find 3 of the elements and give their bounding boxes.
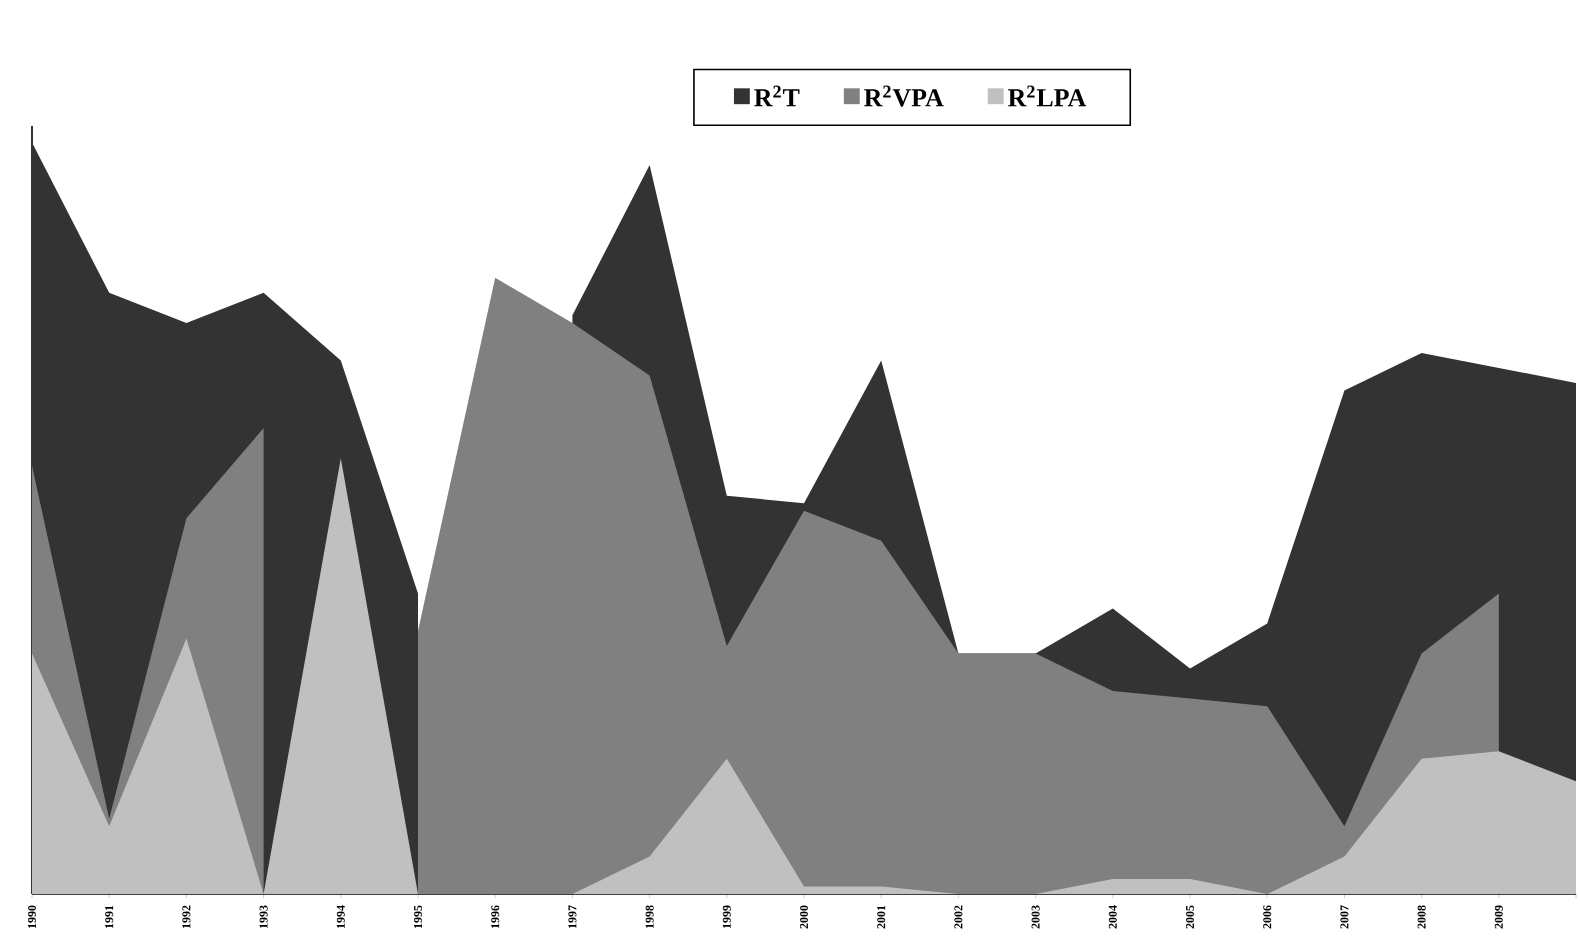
legend-label: R$^{2}$T <box>754 85 800 107</box>
legend-label: R$^{2}$VPA <box>864 85 944 107</box>
legend-label: R$^{2}$LPA <box>1008 85 1087 107</box>
